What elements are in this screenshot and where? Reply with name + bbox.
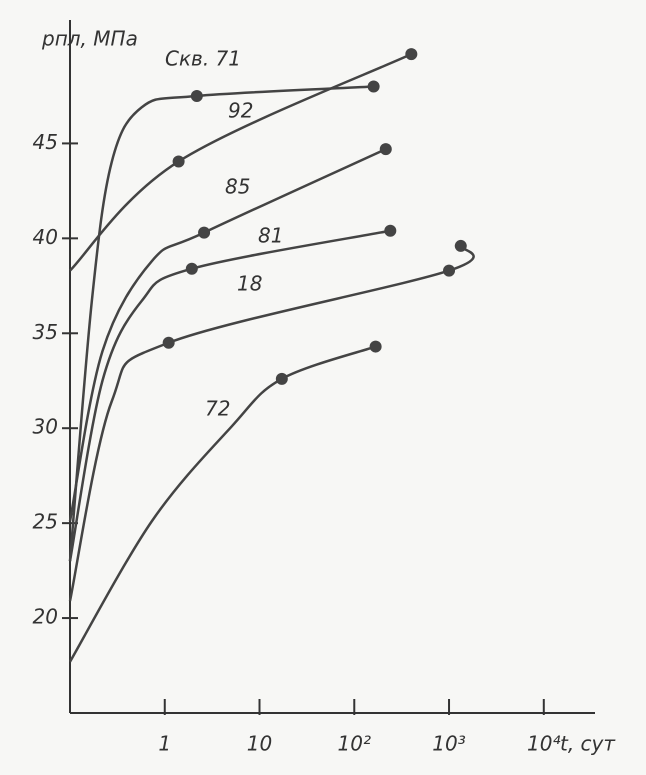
curve [68, 244, 475, 602]
x-tick-label: 1 [158, 732, 171, 756]
series-label: 92 [228, 99, 253, 123]
y-tick-label: 20 [33, 605, 58, 629]
point [367, 80, 380, 93]
point [162, 336, 175, 349]
curve [69, 53, 412, 272]
series-label: 18 [237, 272, 262, 296]
point [172, 155, 185, 168]
point [443, 264, 456, 277]
point [454, 239, 467, 252]
y-axis-label: pпл, МПа [41, 27, 138, 51]
x-tick-label: 10⁴ [527, 732, 560, 756]
x-tick-label: 10 [247, 732, 272, 756]
point [384, 224, 397, 237]
curve [68, 147, 387, 522]
point [185, 262, 198, 275]
y-tick-label: 30 [33, 415, 58, 439]
x-tick-label: 10² [338, 732, 371, 756]
x-axis-label: t, сут [560, 732, 616, 756]
y-tick-label: 40 [33, 225, 58, 249]
curve [68, 229, 391, 562]
point [405, 48, 418, 61]
x-tick-label: 10³ [432, 732, 465, 756]
curve [68, 85, 374, 562]
point [190, 89, 203, 102]
point [369, 340, 382, 353]
curve [68, 345, 377, 663]
y-tick-label: 45 [33, 130, 58, 154]
y-tick-label: 35 [33, 320, 58, 344]
series-label: 72 [205, 397, 230, 421]
point [379, 143, 392, 156]
y-tick-label: 25 [33, 510, 58, 534]
series-label: 85 [225, 175, 250, 199]
series-label: Скв. 71 [165, 47, 241, 71]
series-label: 81 [258, 224, 283, 248]
point [275, 372, 288, 385]
point [198, 226, 211, 239]
